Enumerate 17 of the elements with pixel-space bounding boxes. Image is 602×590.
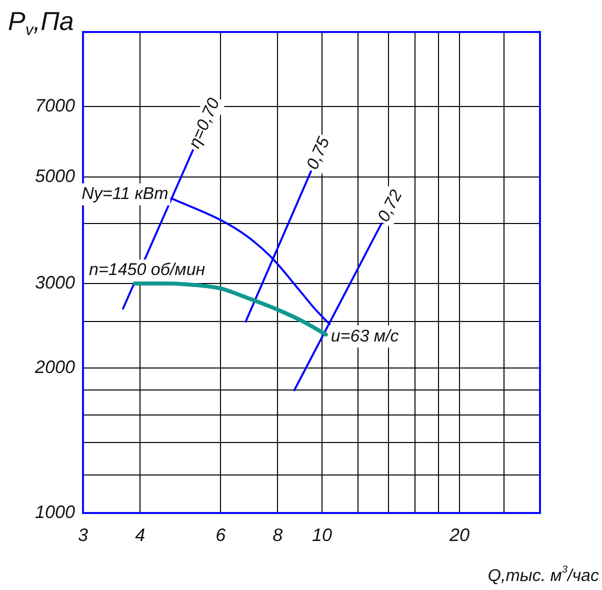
- y-tick-label: 3000: [34, 272, 75, 293]
- y-tick-label: 7000: [34, 96, 75, 116]
- x-tick-label: 6: [216, 524, 227, 545]
- x-tick-label: 10: [312, 524, 332, 545]
- y-tick-label: 2000: [34, 357, 75, 378]
- text: 0,72: [374, 186, 406, 225]
- x-tick-label: 3: [78, 524, 88, 545]
- x-tick-label: 4: [135, 524, 146, 545]
- y-tick-label: 1000: [34, 502, 75, 522]
- y-tick-label: 5000: [34, 166, 75, 186]
- text: 0,75: [302, 134, 334, 172]
- series-label: Nу=11 кВт: [82, 184, 168, 204]
- x-tick-label: 20: [448, 524, 470, 545]
- text: η=0,70: [184, 94, 224, 151]
- x-tick-label: 8: [272, 524, 283, 545]
- annotation: u=63 м/с: [330, 326, 400, 346]
- series-label: n=1450 об/мин: [89, 260, 206, 280]
